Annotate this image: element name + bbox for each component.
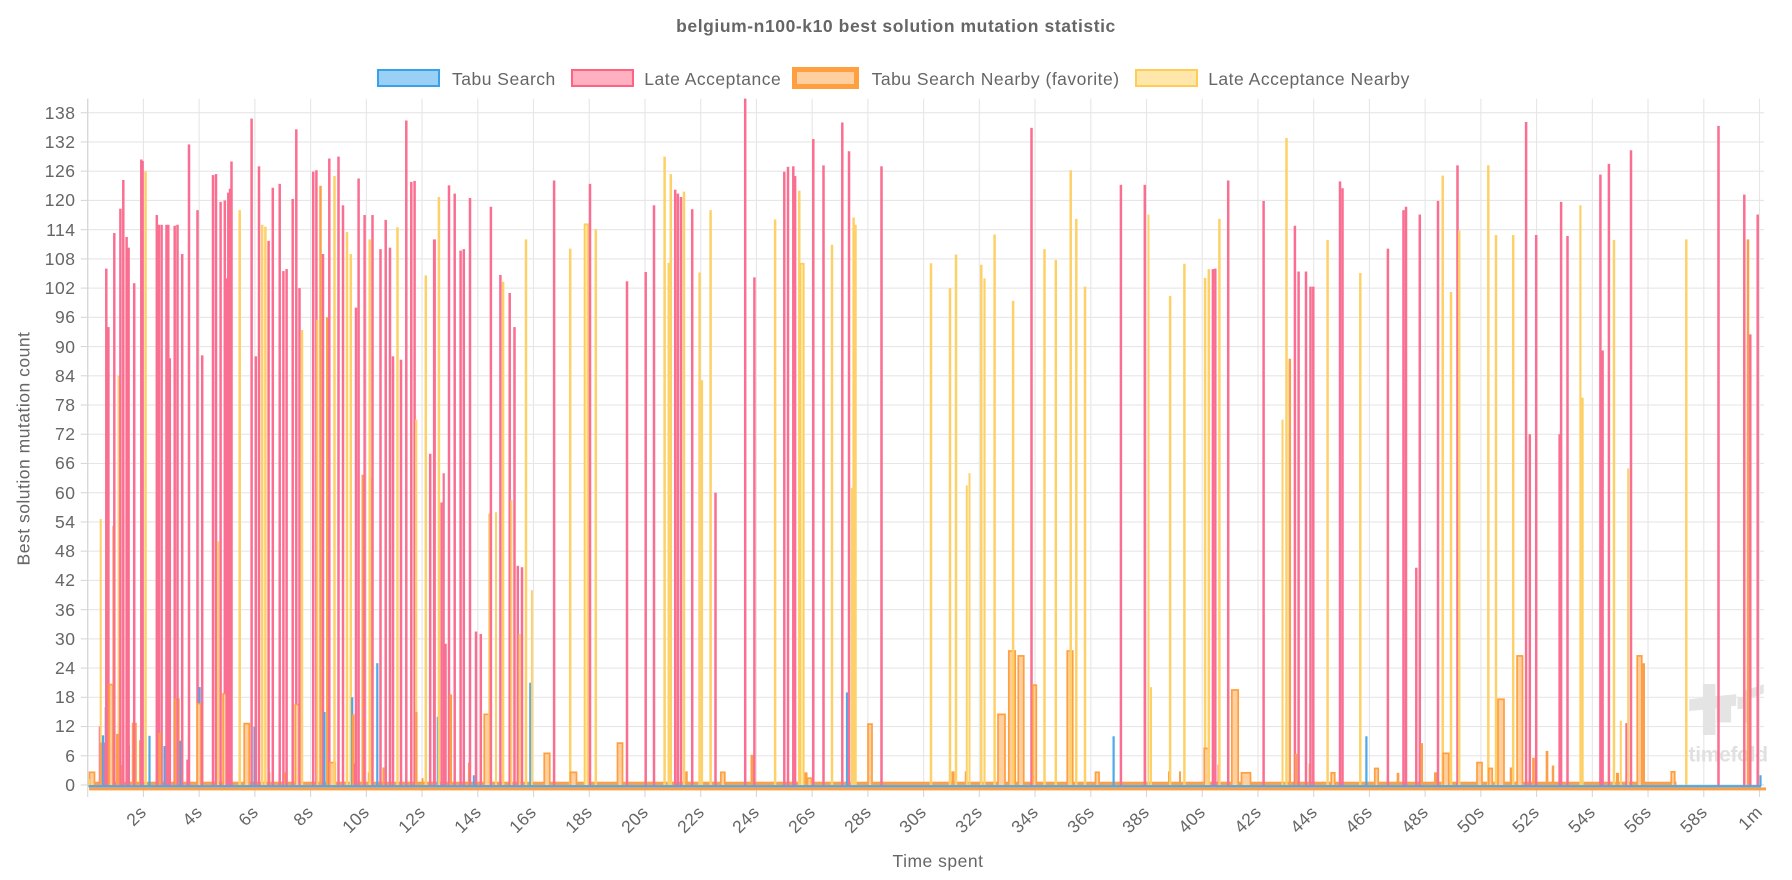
svg-text:timefold: timefold (1689, 744, 1768, 767)
